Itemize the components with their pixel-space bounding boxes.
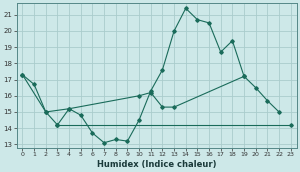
X-axis label: Humidex (Indice chaleur): Humidex (Indice chaleur) bbox=[97, 159, 216, 169]
